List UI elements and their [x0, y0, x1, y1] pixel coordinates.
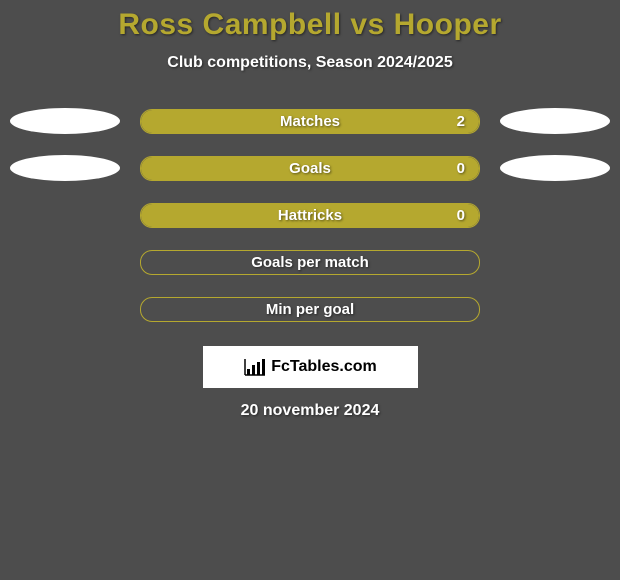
stat-bar: Goals 0 [140, 156, 480, 181]
spacer [10, 202, 120, 228]
brand-box: FcTables.com [203, 346, 418, 388]
stat-bar: Matches 2 [140, 109, 480, 134]
stat-label: Goals per match [251, 254, 369, 271]
stat-row: Hattricks 0 [0, 202, 620, 228]
date-stamp: 20 november 2024 [0, 402, 620, 420]
stat-bar: Hattricks 0 [140, 203, 480, 228]
player-marker-right [500, 108, 610, 134]
player-marker-right [500, 155, 610, 181]
stat-label: Matches [280, 113, 340, 130]
stat-value: 0 [457, 207, 465, 224]
stat-value: 2 [457, 113, 465, 130]
player-marker-left [10, 108, 120, 134]
spacer [500, 202, 610, 228]
comparison-infographic: Ross Campbell vs Hooper Club competition… [0, 0, 620, 580]
stat-row: Matches 2 [0, 108, 620, 134]
spacer [10, 296, 120, 322]
stat-row: Goals 0 [0, 155, 620, 181]
brand-text: FcTables.com [271, 358, 377, 376]
stat-label: Goals [289, 160, 331, 177]
spacer [10, 249, 120, 275]
page-title: Ross Campbell vs Hooper [0, 8, 620, 42]
bar-chart-icon [243, 357, 267, 377]
stat-rows: Matches 2 Goals 0 Hattricks 0 Goals per match M… [0, 108, 620, 322]
stat-value: 0 [457, 160, 465, 177]
stat-label: Hattricks [278, 207, 342, 224]
stat-row: Min per goal [0, 296, 620, 322]
spacer [500, 249, 610, 275]
stat-bar: Goals per match [140, 250, 480, 275]
stat-bar: Min per goal [140, 297, 480, 322]
stat-row: Goals per match [0, 249, 620, 275]
page-subtitle: Club competitions, Season 2024/2025 [0, 54, 620, 72]
player-marker-left [10, 155, 120, 181]
spacer [500, 296, 610, 322]
stat-label: Min per goal [266, 301, 354, 318]
